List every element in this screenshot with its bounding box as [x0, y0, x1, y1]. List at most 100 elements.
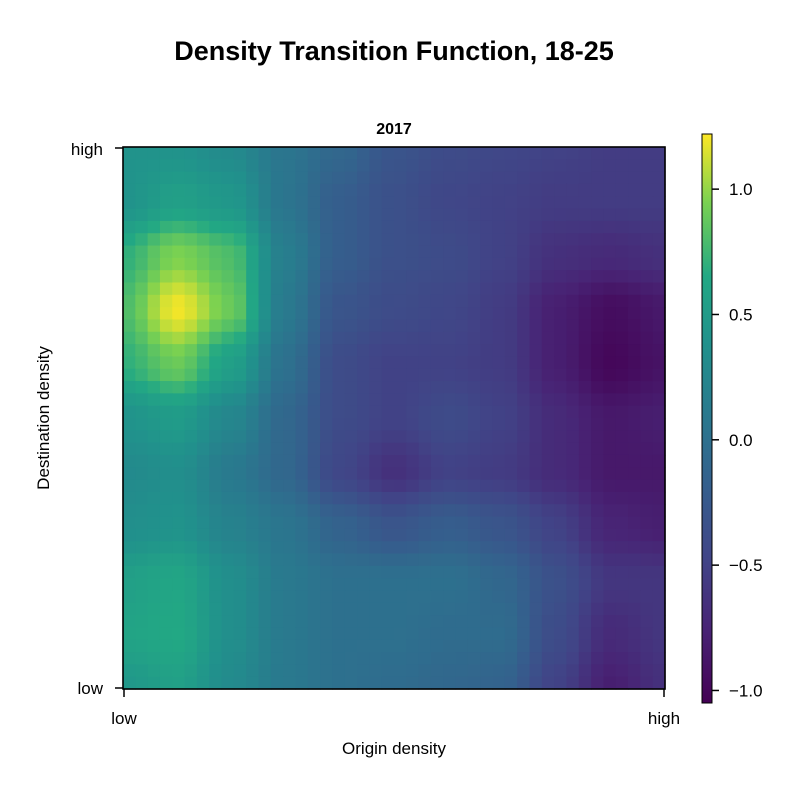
heatmap-cell [566, 147, 580, 160]
heatmap-cell [320, 627, 334, 641]
heatmap-cell [628, 233, 641, 247]
heatmap-cell [492, 430, 506, 444]
heatmap-cell [455, 541, 469, 555]
heatmap-cell [640, 479, 654, 493]
heatmap-cell [320, 442, 334, 456]
heatmap-cell [357, 418, 370, 431]
heatmap-cell [184, 270, 198, 284]
heatmap-cell [541, 553, 555, 567]
heatmap-cell [147, 602, 161, 616]
heatmap-cell [455, 479, 469, 493]
heatmap-cell [258, 183, 272, 197]
heatmap-cell [270, 356, 284, 370]
heatmap-cell [344, 615, 358, 629]
heatmap-cell [135, 208, 149, 222]
heatmap-cell [332, 479, 346, 493]
heatmap-cell [135, 294, 149, 308]
heatmap-cell [566, 615, 580, 629]
heatmap-cell [295, 344, 309, 358]
heatmap-cell [270, 578, 284, 592]
heatmap-cell [357, 627, 370, 641]
heatmap-cell [307, 307, 321, 321]
heatmap-cell [591, 639, 605, 653]
heatmap-cell [554, 528, 568, 542]
heatmap-cell [443, 257, 457, 271]
heatmap-cell [344, 282, 358, 296]
heatmap-cell [184, 159, 198, 173]
heatmap-cell [184, 356, 198, 370]
heatmap-cell [332, 541, 346, 555]
heatmap-cell [123, 307, 136, 321]
heatmap-cell [172, 627, 186, 641]
heatmap-cell [443, 381, 457, 394]
heatmap-cell [529, 615, 543, 629]
heatmap-cell [467, 639, 481, 653]
heatmap-cell [541, 454, 555, 468]
heatmap-cell [529, 418, 543, 431]
heatmap-cell [196, 541, 210, 555]
heatmap-cell [615, 381, 629, 394]
heatmap-cell [320, 615, 334, 629]
heatmap-cell [233, 319, 247, 333]
heatmap-cell [517, 467, 531, 481]
heatmap-cell [196, 528, 210, 542]
heatmap-cell [221, 430, 235, 444]
heatmap-cell [135, 578, 149, 592]
heatmap-cell [628, 381, 641, 394]
heatmap-cell [406, 294, 420, 308]
heatmap-cell [295, 245, 309, 259]
heatmap-cell [529, 491, 543, 505]
heatmap-cell [295, 307, 309, 321]
heatmap-cell [295, 356, 309, 370]
heatmap-cell [295, 418, 309, 431]
heatmap-cell [504, 565, 518, 579]
heatmap-cell [578, 183, 592, 197]
heatmap-cell [246, 196, 260, 210]
heatmap-cell [270, 147, 284, 160]
heatmap-cell [541, 344, 555, 358]
heatmap-cell [529, 639, 543, 653]
heatmap-cell [357, 159, 370, 173]
heatmap-cell [233, 590, 247, 604]
heatmap-cell [233, 405, 247, 419]
heatmap-cell [320, 602, 334, 616]
heatmap-cell [566, 528, 580, 542]
heatmap-cell [517, 344, 531, 358]
heatmap-cell [418, 553, 432, 567]
heatmap-cell [369, 491, 383, 505]
heatmap-cell [394, 344, 407, 358]
heatmap-cell [652, 553, 666, 567]
heatmap-cell [443, 208, 457, 222]
heatmap-cell [541, 294, 555, 308]
heatmap-cell [196, 565, 210, 579]
heatmap-cell [135, 331, 149, 345]
heatmap-cell [344, 479, 358, 493]
heatmap-cell [406, 159, 420, 173]
heatmap-cell [504, 652, 518, 665]
heatmap-cell [406, 504, 420, 518]
heatmap-cell [233, 615, 247, 629]
heatmap-cell [406, 319, 420, 333]
heatmap-cell [517, 270, 531, 284]
heatmap-cell [554, 639, 568, 653]
heatmap-cell [209, 479, 223, 493]
heatmap-cell [628, 491, 641, 505]
heatmap-cell [283, 553, 297, 567]
heatmap-cell [332, 356, 346, 370]
heatmap-cell [381, 196, 395, 210]
heatmap-cell [504, 553, 518, 567]
heatmap-cell [492, 331, 506, 345]
heatmap-cell [467, 257, 481, 271]
heatmap-cell [628, 615, 641, 629]
heatmap-cell [566, 627, 580, 641]
heatmap-cell [492, 553, 506, 567]
heatmap-cell [394, 159, 407, 173]
heatmap-cell [640, 344, 654, 358]
heatmap-cell [135, 220, 149, 234]
heatmap-cell [344, 196, 358, 210]
heatmap-cell [184, 381, 198, 394]
heatmap-cell [221, 418, 235, 431]
heatmap-cell [357, 602, 370, 616]
heatmap-cell [640, 405, 654, 419]
heatmap-cell [455, 528, 469, 542]
